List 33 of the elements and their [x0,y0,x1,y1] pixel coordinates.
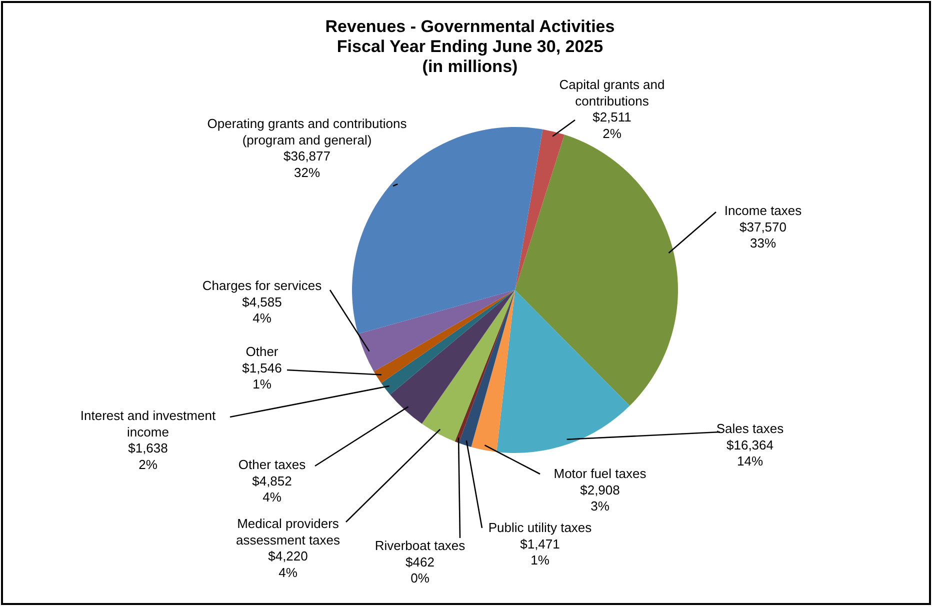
slice-label: Other [246,344,279,359]
data-label: $4,220 4% [268,548,308,580]
pie-slice [496,290,630,453]
data-label: $2,511 2% [592,110,632,141]
slice-label: Public utility taxes [488,520,592,535]
slice-label: Sales taxes [716,421,784,436]
pie-slice [422,290,515,442]
data-label: $1,638 2% [128,440,168,472]
data-label: $462 0% [406,554,434,586]
data-label: $37,570 33% [740,219,786,251]
slice-label: Capital grants and contributions [559,77,665,108]
pie-slice [515,129,564,290]
chart-title: Revenues - Governmental Activities Fiscal Year Ending June 30, 2025 (in millions) [325,17,615,76]
slice-label: Motor fuel taxes [554,466,647,481]
data-label: $4,852 4% [252,473,292,505]
slice-label: Other taxes [238,457,306,472]
slice-label: Riverboat taxes [374,538,466,553]
pie-slice [374,290,515,384]
slice-label: Medical providers assessment taxes [236,516,341,548]
pie-slice [381,290,515,395]
data-label: $4,585 4% [242,294,282,326]
pie-slice [390,290,515,424]
pie-slice [471,290,515,452]
data-label: $16,364 14% [726,437,774,469]
data-label: $2,908 3% [580,482,620,514]
data-label: $1,471 1% [520,536,560,568]
slice-label: Interest and investment income [80,408,216,440]
data-label: $36,877 32% [284,148,330,180]
slice-label: Operating grants and contributions (program and general) [207,116,408,148]
slice-label: Income taxes [724,203,802,218]
pie-slice [358,290,515,372]
data-label: $1,546 1% [242,360,282,392]
slice-label: Charges for services [202,278,322,293]
